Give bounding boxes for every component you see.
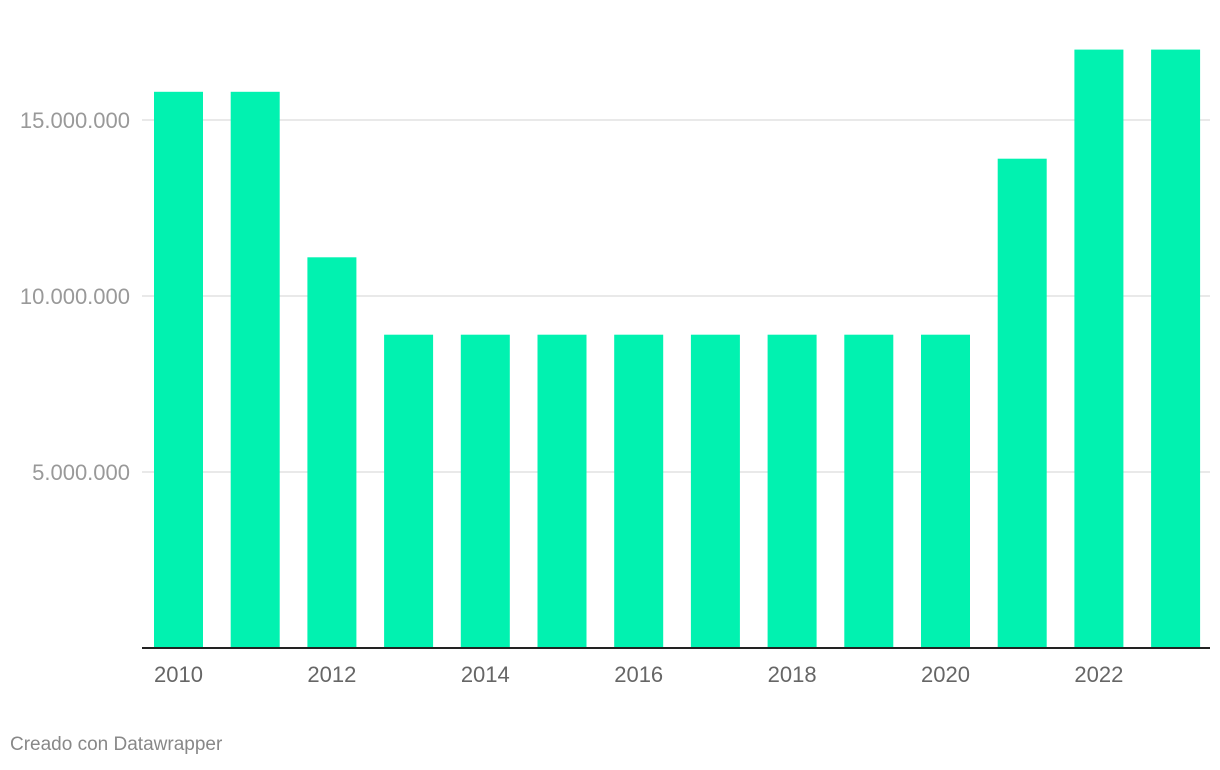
bar-2013 <box>384 334 434 648</box>
bar-2023 <box>1151 49 1201 649</box>
y-tick-label: 5.000.000 <box>32 460 130 485</box>
bars <box>154 49 1201 649</box>
bar-2010 <box>154 91 203 649</box>
bar-2016 <box>614 334 664 648</box>
x-tick-label: 2014 <box>461 662 510 687</box>
bar-2022 <box>1074 49 1124 649</box>
x-tick-label: 2018 <box>768 662 817 687</box>
gridlines <box>142 119 1210 473</box>
bar-2012 <box>307 257 357 648</box>
x-axis-tick-labels: 2010 2012 2014 2016 2018 2020 2022 <box>154 662 1123 687</box>
bar-2017 <box>690 334 740 648</box>
bar-2019 <box>844 334 894 648</box>
bar-2015 <box>537 334 587 648</box>
credit-footer: Creado con Datawrapper <box>10 734 223 755</box>
x-tick-label: 2020 <box>921 662 970 687</box>
y-axis-tick-labels: 5.000.000 10.000.000 15.000.000 <box>20 108 130 485</box>
x-tick-label: 2022 <box>1074 662 1123 687</box>
y-tick-label: 15.000.000 <box>20 108 130 133</box>
bar-2020 <box>921 334 970 648</box>
bar-2018 <box>767 334 817 648</box>
x-tick-label: 2016 <box>614 662 663 687</box>
x-tick-label: 2010 <box>154 662 203 687</box>
bar-2014 <box>460 334 510 648</box>
x-tick-label: 2012 <box>307 662 356 687</box>
y-tick-label: 10.000.000 <box>20 284 130 309</box>
bar-2021 <box>997 158 1047 648</box>
bar-2011 <box>230 91 280 649</box>
